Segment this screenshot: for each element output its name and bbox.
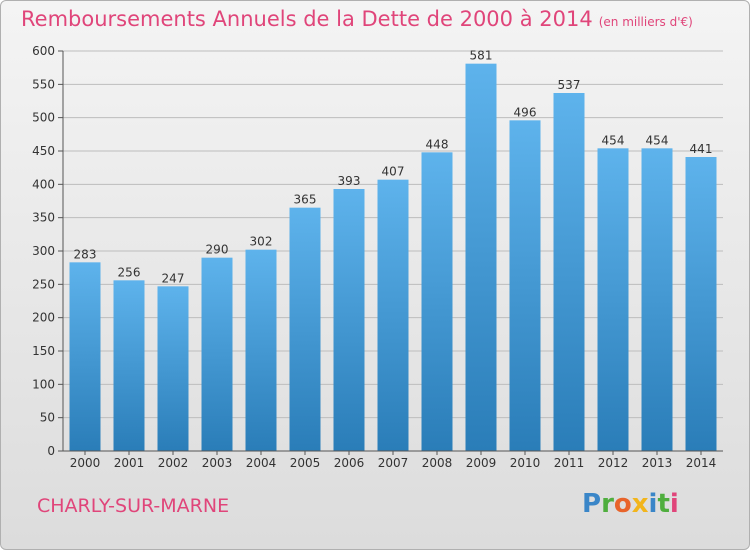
x-tick-label: 2013: [642, 456, 673, 470]
bar-value-label: 302: [250, 235, 273, 249]
bar-value-label: 290: [206, 243, 229, 257]
y-tick-label: 50: [40, 411, 55, 425]
commune-name: CHARLY-SUR-MARNE: [37, 495, 230, 517]
bar: [421, 152, 453, 452]
y-tick-label: 250: [32, 277, 55, 291]
y-tick-label: 600: [32, 44, 55, 58]
y-tick-label: 400: [32, 177, 55, 191]
proxiti-logo[interactable]: Proxiti: [582, 489, 679, 519]
y-tick-label: 550: [32, 77, 55, 91]
bar: [685, 157, 717, 451]
bar: [201, 257, 233, 451]
y-tick-label: 100: [32, 377, 55, 391]
bar-value-label: 441: [690, 142, 713, 156]
bar-value-label: 256: [118, 265, 141, 279]
y-tick-label: 150: [32, 344, 55, 358]
y-tick-label: 350: [32, 211, 55, 225]
x-tick-label: 2010: [510, 456, 541, 470]
chart-title: Remboursements Annuels de la Dette de 20…: [21, 7, 693, 31]
x-tick-label: 2005: [290, 456, 321, 470]
bar: [289, 207, 321, 451]
bar-value-label: 496: [514, 105, 537, 119]
x-tick-label: 2003: [202, 456, 233, 470]
bar-value-label: 407: [382, 165, 405, 179]
y-tick-label: 200: [32, 311, 55, 325]
bar-value-label: 581: [470, 49, 493, 63]
x-tick-label: 2011: [554, 456, 585, 470]
x-tick-label: 2012: [598, 456, 629, 470]
bar: [245, 249, 277, 451]
x-tick-label: 2001: [114, 456, 145, 470]
x-tick-label: 2002: [158, 456, 189, 470]
bar-value-label: 247: [162, 271, 185, 285]
x-tick-label: 2009: [466, 456, 497, 470]
bar: [377, 179, 409, 451]
bar-value-label: 365: [294, 193, 317, 207]
bar: [333, 189, 365, 451]
bar-value-label: 537: [558, 78, 581, 92]
chart-title-text: Remboursements Annuels de la Dette de 20…: [21, 7, 593, 31]
bar: [509, 120, 541, 451]
x-tick-label: 2004: [246, 456, 277, 470]
x-tick-label: 2000: [70, 456, 101, 470]
bar: [157, 286, 189, 451]
axis-layer: 0 50 100 150 200 250 300 350 400 450 500 550 600 2000…: [32, 44, 723, 470]
bar: [553, 93, 585, 451]
bar: [113, 280, 145, 451]
y-tick-label: 0: [47, 444, 55, 458]
bar: [69, 262, 101, 451]
chart-unit: (en milliers d'€): [598, 15, 693, 29]
bar: [641, 148, 673, 452]
bar: [465, 63, 497, 452]
y-tick-label: 450: [32, 144, 55, 158]
bar-value-label: 448: [426, 137, 449, 151]
x-tick-label: 2014: [686, 456, 717, 470]
bar-value-label: 454: [646, 133, 669, 147]
bar-value-label: 454: [602, 133, 625, 147]
x-tick-label: 2007: [378, 456, 409, 470]
y-tick-label: 300: [32, 244, 55, 258]
x-tick-label: 2006: [334, 456, 365, 470]
bar-value-label: 393: [338, 174, 361, 188]
y-tick-label: 500: [32, 111, 55, 125]
bar: [597, 148, 629, 452]
bar-layer: 283 256 247 290 302 365 393 407 448 581 496 537 454 4…: [69, 49, 717, 452]
x-tick-label: 2008: [422, 456, 453, 470]
bar-value-label: 283: [74, 247, 97, 261]
